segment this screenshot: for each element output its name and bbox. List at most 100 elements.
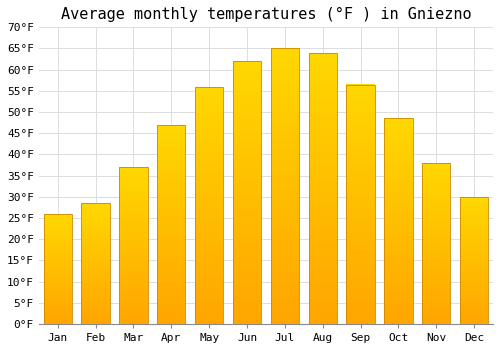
Bar (422, 203, 450, 205)
Bar (119, 258, 148, 260)
Bar (195, 307, 224, 310)
Bar (422, 313, 450, 314)
Bar (119, 184, 148, 186)
Bar (308, 129, 337, 131)
Bar (195, 110, 224, 113)
Bar (270, 217, 299, 219)
Bar (422, 266, 450, 268)
Bar (460, 305, 488, 306)
Bar (270, 192, 299, 195)
Bar (460, 229, 488, 230)
Bar (270, 241, 299, 244)
Bar (119, 172, 148, 174)
Bar (82, 259, 110, 260)
Bar (157, 209, 186, 210)
Bar (82, 210, 110, 212)
Bar (157, 236, 186, 238)
Bar (195, 198, 224, 201)
Bar (44, 248, 72, 249)
Bar (346, 204, 375, 206)
Bar (82, 212, 110, 213)
Bar (384, 240, 412, 242)
Bar (82, 289, 110, 290)
Bar (195, 279, 224, 281)
Bar (346, 154, 375, 156)
Bar (270, 233, 299, 236)
Bar (157, 135, 186, 137)
Bar (460, 230, 488, 231)
Bar (308, 272, 337, 275)
Bar (82, 209, 110, 210)
Bar (195, 262, 224, 265)
Bar (346, 202, 375, 204)
Bar (308, 245, 337, 248)
Bar (270, 60, 299, 62)
Bar (119, 224, 148, 225)
Bar (119, 271, 148, 272)
Bar (422, 287, 450, 289)
Bar (346, 163, 375, 166)
Bar (44, 214, 72, 324)
Bar (346, 149, 375, 152)
Bar (119, 189, 148, 191)
Bar (270, 277, 299, 280)
Bar (119, 277, 148, 279)
Bar (460, 208, 488, 210)
Bar (82, 232, 110, 233)
Bar (44, 244, 72, 245)
Bar (460, 240, 488, 241)
Bar (346, 84, 375, 324)
Bar (82, 234, 110, 236)
Bar (82, 266, 110, 267)
Bar (384, 301, 412, 303)
Bar (233, 287, 261, 290)
Bar (119, 225, 148, 227)
Bar (384, 127, 412, 129)
Bar (460, 250, 488, 252)
Bar (195, 130, 224, 132)
Bar (460, 286, 488, 287)
Bar (157, 266, 186, 268)
Bar (422, 164, 450, 166)
Bar (422, 206, 450, 208)
Bar (119, 192, 148, 194)
Bar (44, 239, 72, 240)
Bar (157, 298, 186, 300)
Bar (82, 239, 110, 241)
Bar (82, 303, 110, 305)
Bar (82, 284, 110, 285)
Bar (460, 199, 488, 201)
Bar (384, 281, 412, 283)
Bar (346, 279, 375, 281)
Bar (82, 302, 110, 303)
Bar (233, 182, 261, 185)
Bar (119, 260, 148, 261)
Bar (119, 322, 148, 324)
Bar (195, 300, 224, 303)
Bar (308, 188, 337, 191)
Bar (346, 233, 375, 236)
Bar (233, 208, 261, 211)
Bar (308, 202, 337, 205)
Bar (82, 249, 110, 250)
Bar (119, 272, 148, 274)
Bar (384, 314, 412, 316)
Bar (308, 308, 337, 310)
Bar (157, 164, 186, 167)
Bar (195, 303, 224, 305)
Bar (157, 167, 186, 169)
Bar (270, 261, 299, 264)
Bar (346, 262, 375, 264)
Bar (346, 183, 375, 185)
Bar (422, 263, 450, 265)
Bar (270, 313, 299, 316)
Bar (82, 255, 110, 256)
Bar (422, 268, 450, 269)
Bar (270, 164, 299, 167)
Bar (384, 231, 412, 233)
Bar (422, 288, 450, 290)
Bar (422, 272, 450, 274)
Bar (195, 141, 224, 144)
Bar (270, 112, 299, 114)
Bar (384, 143, 412, 145)
